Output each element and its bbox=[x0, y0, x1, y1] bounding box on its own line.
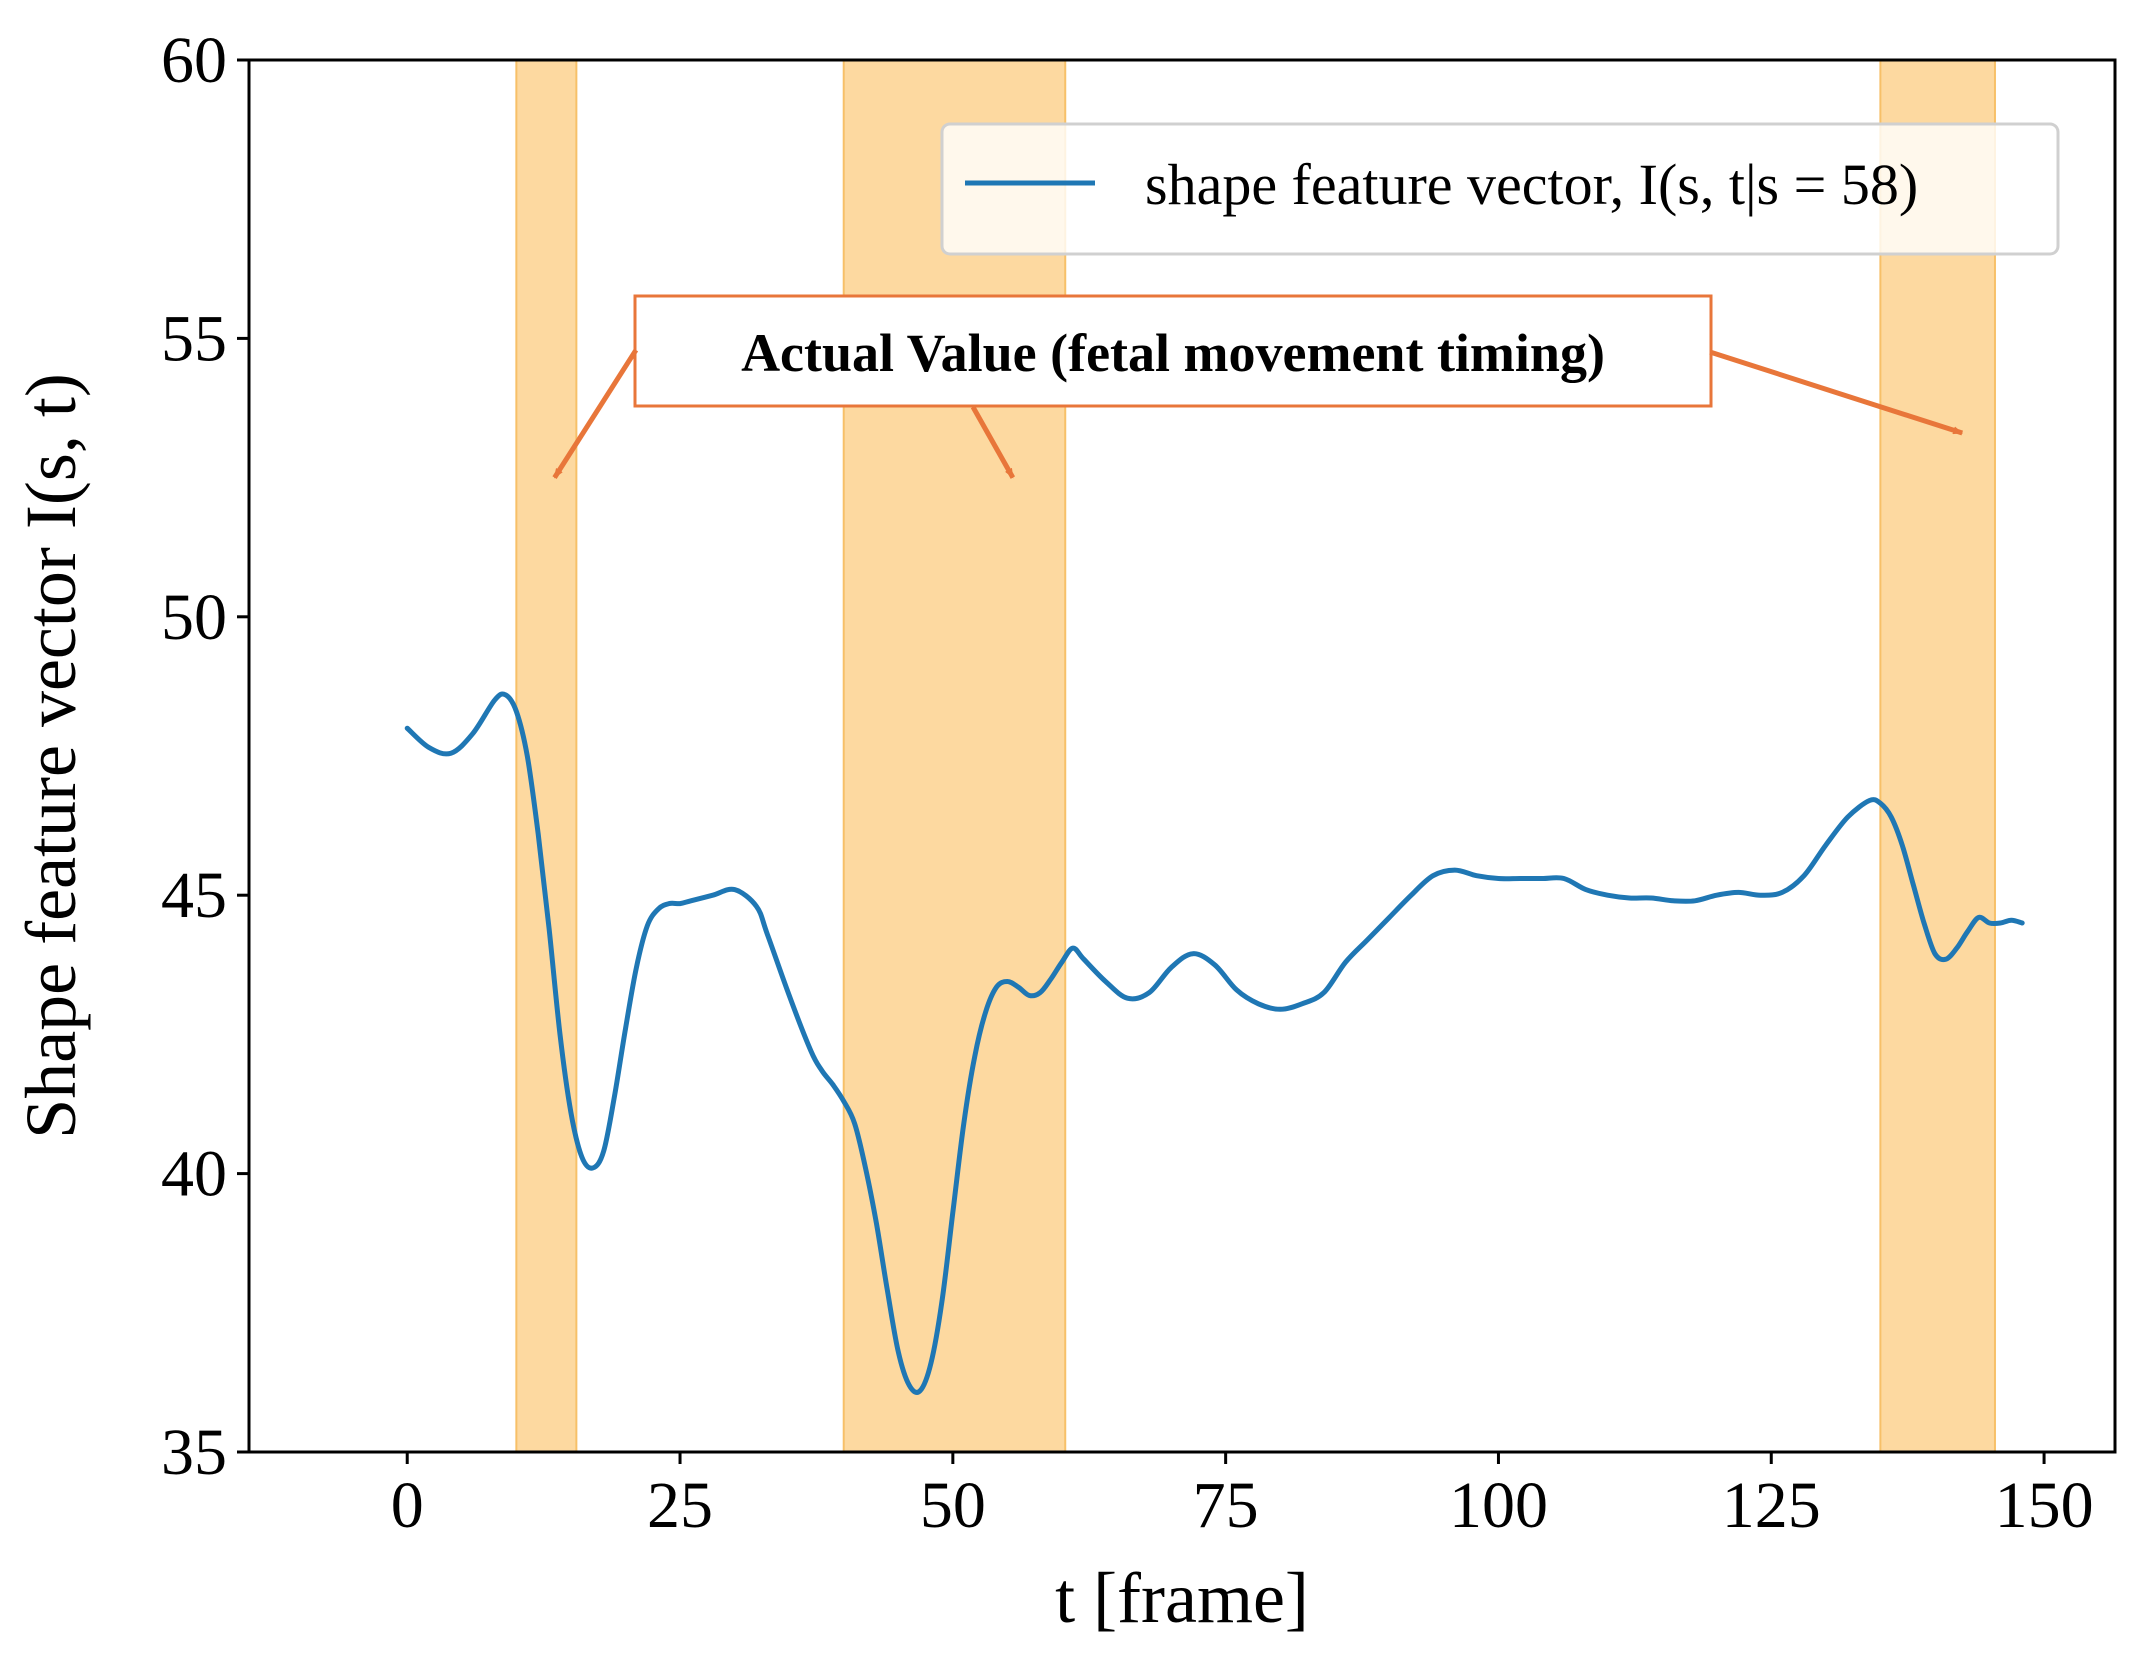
y-tick-label-60: 60 bbox=[161, 24, 227, 97]
series-line-1 bbox=[404, 691, 2025, 1395]
x-tick-label-0: 0 bbox=[391, 1469, 424, 1542]
annotation-arrow-2 bbox=[970, 405, 1016, 479]
x-tick-label-25: 25 bbox=[647, 1469, 713, 1542]
legend-label-shape-feature-vector: shape feature vector, I(s, t|s = 58) bbox=[1145, 152, 1918, 217]
y-tick-label-40: 40 bbox=[161, 1138, 227, 1211]
annotation-arrow-3 bbox=[1709, 349, 1964, 436]
series-layer bbox=[404, 691, 2025, 1395]
y-tick-label-45: 45 bbox=[161, 859, 227, 932]
legend-box bbox=[940, 122, 2060, 256]
highlight-bands bbox=[515, 59, 1996, 1453]
annotation-arrows bbox=[552, 348, 1964, 479]
y-axis-label: Shape feature vector I(s, t) bbox=[11, 373, 91, 1139]
x-tick-label-75: 75 bbox=[1193, 1469, 1259, 1542]
y-tick-label-55: 55 bbox=[161, 302, 227, 375]
x-tick-label-150: 150 bbox=[1995, 1469, 2094, 1542]
highlight-band-3 bbox=[1879, 59, 1996, 1453]
annotation: Actual Value (fetal movement timing) bbox=[552, 294, 1964, 479]
plot-frame bbox=[247, 58, 2117, 1454]
axis-ticks: 0 25 50 75 100 125 150 35 40 45 50 55 60 bbox=[161, 24, 2094, 1542]
legend: shape feature vector, I(s, t|s = 58) bbox=[940, 122, 2060, 256]
x-tick-label-50: 50 bbox=[920, 1469, 986, 1542]
annotation-arrow-1 bbox=[552, 348, 639, 479]
annotation-text: Actual Value (fetal movement timing) bbox=[741, 323, 1605, 383]
highlight-band-2 bbox=[842, 59, 1067, 1453]
y-tick-label-35: 35 bbox=[161, 1416, 227, 1489]
x-axis-label: t [frame] bbox=[1055, 1558, 1309, 1638]
x-tick-label-100: 100 bbox=[1449, 1469, 1548, 1542]
y-tick-label-50: 50 bbox=[161, 581, 227, 654]
x-tick-label-125: 125 bbox=[1722, 1469, 1821, 1542]
